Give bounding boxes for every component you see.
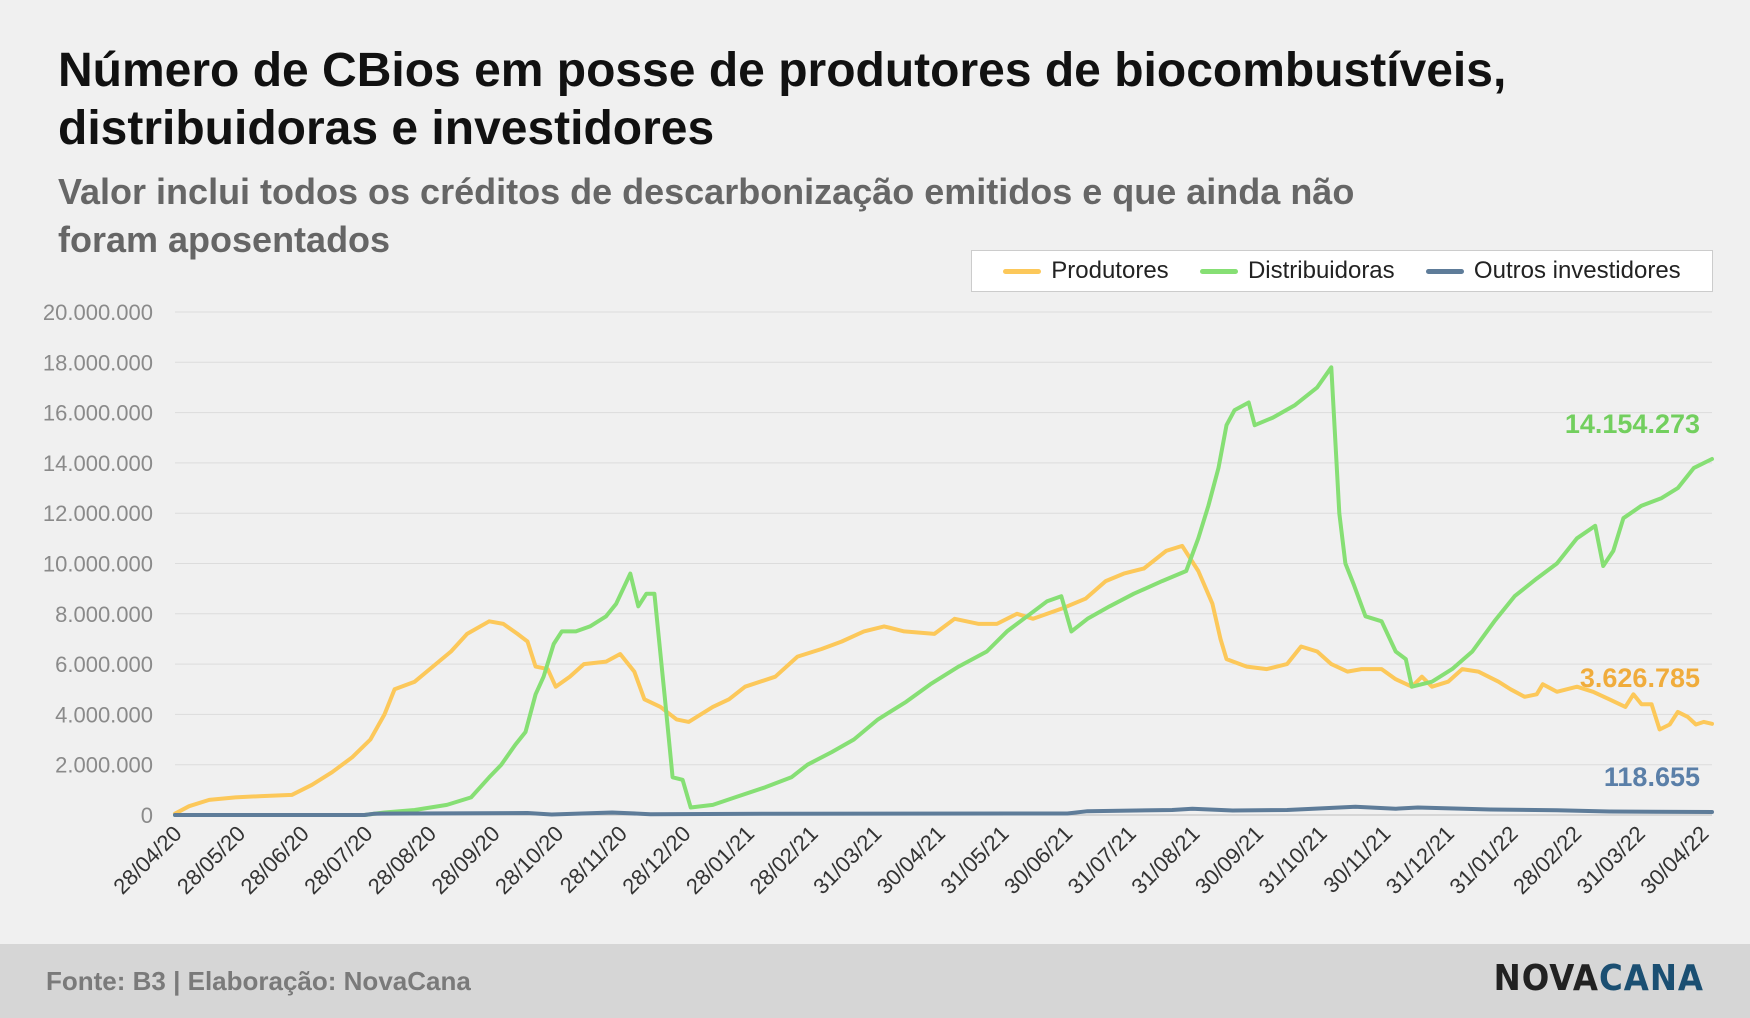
- x-tick-label: 30/06/21: [999, 821, 1077, 899]
- x-tick-label: 31/05/21: [935, 821, 1013, 899]
- x-tick-label: 31/07/21: [1063, 821, 1141, 899]
- y-tick-label: 0: [141, 803, 153, 828]
- y-tick-label: 12.000.000: [43, 501, 153, 526]
- x-tick-label: 28/10/20: [490, 821, 568, 899]
- y-tick-label: 10.000.000: [43, 552, 153, 577]
- x-tick-label: 28/05/20: [172, 821, 250, 899]
- logo-part-cana: CANA: [1598, 958, 1704, 999]
- x-tick-label: 31/01/22: [1444, 821, 1522, 899]
- y-tick-label: 2.000.000: [55, 753, 153, 778]
- y-tick-label: 16.000.000: [43, 401, 153, 426]
- x-tick-label: 31/12/21: [1381, 821, 1459, 899]
- x-tick-label: 28/02/22: [1508, 821, 1586, 899]
- y-tick-label: 14.000.000: [43, 451, 153, 476]
- legend-label-distribuidoras: Distribuidoras: [1247, 257, 1395, 284]
- y-tick-label: 8.000.000: [55, 602, 153, 627]
- legend-item-outros-investidores: Outros investidores: [1425, 257, 1681, 285]
- y-tick-label: 18.000.000: [43, 350, 153, 375]
- novacana-logo: NOVACANA: [1494, 958, 1704, 999]
- chart-legend: Produtores Distribuidoras Outros investi…: [971, 250, 1713, 292]
- line-chart: 0 2.000.000 4.000.000 6.000.000 8.000.000 10.…: [43, 300, 1714, 899]
- x-tick-label: 30/11/21: [1318, 821, 1395, 898]
- legend-item-distribuidoras: Distribuidoras: [1199, 257, 1395, 285]
- x-tick-label: 31/03/22: [1572, 821, 1650, 899]
- source-note: Fonte: B3 | Elaboração: NovaCana: [46, 966, 471, 996]
- x-tick-label: 30/04/21: [872, 821, 950, 899]
- x-tick-label: 28/08/20: [363, 821, 441, 899]
- legend-swatch-outros-investidores: [1425, 268, 1464, 274]
- series-line-outros-investidores: [173, 804, 1714, 817]
- x-tick-label: 28/01/21: [681, 821, 759, 899]
- end-value-label-produtores: 3.626.785: [1580, 663, 1700, 693]
- y-tick-label: 4.000.000: [55, 702, 153, 727]
- end-value-label-outros-investidores: 118.655: [1604, 762, 1700, 792]
- x-tick-label: 31/10/21: [1254, 821, 1332, 899]
- legend-label-produtores: Produtores: [1051, 257, 1169, 284]
- series-line-distribuidoras: [173, 365, 1714, 817]
- x-tick-label: 30/04/22: [1635, 821, 1713, 899]
- x-tick-label: 30/09/21: [1190, 821, 1268, 899]
- legend-label-outros-investidores: Outros investidores: [1473, 257, 1681, 284]
- logo-part-nova: NOVA: [1493, 958, 1599, 999]
- legend-swatch-distribuidoras: [1199, 268, 1238, 274]
- x-tick-label: 28/11/20: [555, 821, 632, 898]
- y-tick-label: 20.000.000: [43, 300, 153, 325]
- x-tick-label: 28/09/20: [426, 821, 504, 899]
- chart-subtitle: Valor inclui todos os créditos de descar…: [58, 171, 1355, 260]
- footer-bar: Fonte: B3 | Elaboração: NovaCana NOVACAN…: [0, 944, 1750, 1018]
- x-tick-label: 31/03/21: [808, 821, 886, 899]
- x-tick-label: 28/12/20: [617, 821, 695, 899]
- series-line-produtores: [173, 543, 1714, 816]
- end-value-label-distribuidoras: 14.154.273: [1565, 409, 1700, 439]
- legend-swatch-produtores: [1003, 268, 1042, 274]
- x-tick-label: 31/08/21: [1126, 821, 1204, 899]
- x-tick-label: 28/06/20: [236, 821, 314, 899]
- x-tick-label: 28/04/20: [108, 821, 186, 899]
- chart-title: Número de CBios em posse de produtores d…: [58, 44, 1507, 155]
- legend-item-produtores: Produtores: [1003, 257, 1169, 285]
- x-tick-label: 28/02/21: [745, 821, 823, 899]
- x-tick-label: 28/07/20: [299, 821, 377, 899]
- y-tick-label: 6.000.000: [55, 652, 153, 677]
